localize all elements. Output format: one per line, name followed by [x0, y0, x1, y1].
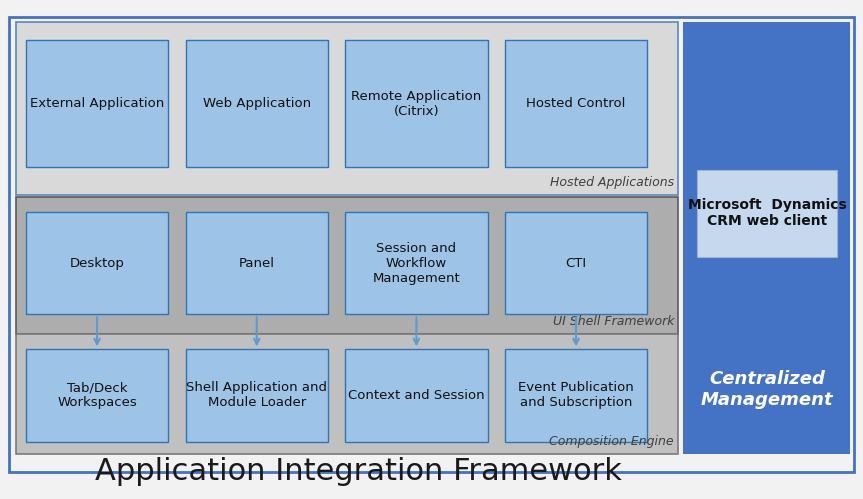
FancyBboxPatch shape — [345, 212, 488, 314]
Text: CTI: CTI — [565, 256, 587, 270]
Text: Context and Session: Context and Session — [348, 389, 485, 402]
FancyBboxPatch shape — [186, 40, 328, 167]
Text: Web Application: Web Application — [203, 97, 311, 110]
FancyBboxPatch shape — [16, 334, 678, 454]
FancyBboxPatch shape — [697, 170, 837, 257]
Text: Composition Engine: Composition Engine — [550, 435, 674, 448]
Text: Session and
Workflow
Management: Session and Workflow Management — [373, 242, 460, 285]
FancyBboxPatch shape — [16, 22, 678, 195]
FancyBboxPatch shape — [345, 40, 488, 167]
FancyBboxPatch shape — [345, 349, 488, 442]
Text: External Application: External Application — [30, 97, 164, 110]
Text: Panel: Panel — [239, 256, 274, 270]
FancyBboxPatch shape — [26, 349, 168, 442]
Text: UI Shell Framework: UI Shell Framework — [552, 315, 674, 328]
Text: Hosted Control: Hosted Control — [526, 97, 626, 110]
FancyBboxPatch shape — [505, 212, 647, 314]
FancyBboxPatch shape — [683, 22, 850, 454]
FancyBboxPatch shape — [186, 349, 328, 442]
Text: Hosted Applications: Hosted Applications — [550, 176, 674, 189]
FancyBboxPatch shape — [26, 40, 168, 167]
Text: Remote Application
(Citrix): Remote Application (Citrix) — [351, 89, 482, 118]
Text: Tab/Deck
Workspaces: Tab/Deck Workspaces — [57, 381, 137, 410]
Text: Application Integration Framework: Application Integration Framework — [95, 457, 621, 486]
Text: Microsoft  Dynamics
CRM web client: Microsoft Dynamics CRM web client — [688, 198, 847, 229]
FancyBboxPatch shape — [186, 212, 328, 314]
FancyBboxPatch shape — [26, 212, 168, 314]
Text: Centralized
Management: Centralized Management — [701, 370, 834, 409]
FancyBboxPatch shape — [505, 349, 647, 442]
Text: Shell Application and
Module Loader: Shell Application and Module Loader — [186, 381, 327, 410]
Text: Desktop: Desktop — [70, 256, 124, 270]
FancyBboxPatch shape — [505, 40, 647, 167]
FancyBboxPatch shape — [16, 197, 678, 334]
Text: Event Publication
and Subscription: Event Publication and Subscription — [518, 381, 634, 410]
FancyBboxPatch shape — [9, 17, 854, 472]
